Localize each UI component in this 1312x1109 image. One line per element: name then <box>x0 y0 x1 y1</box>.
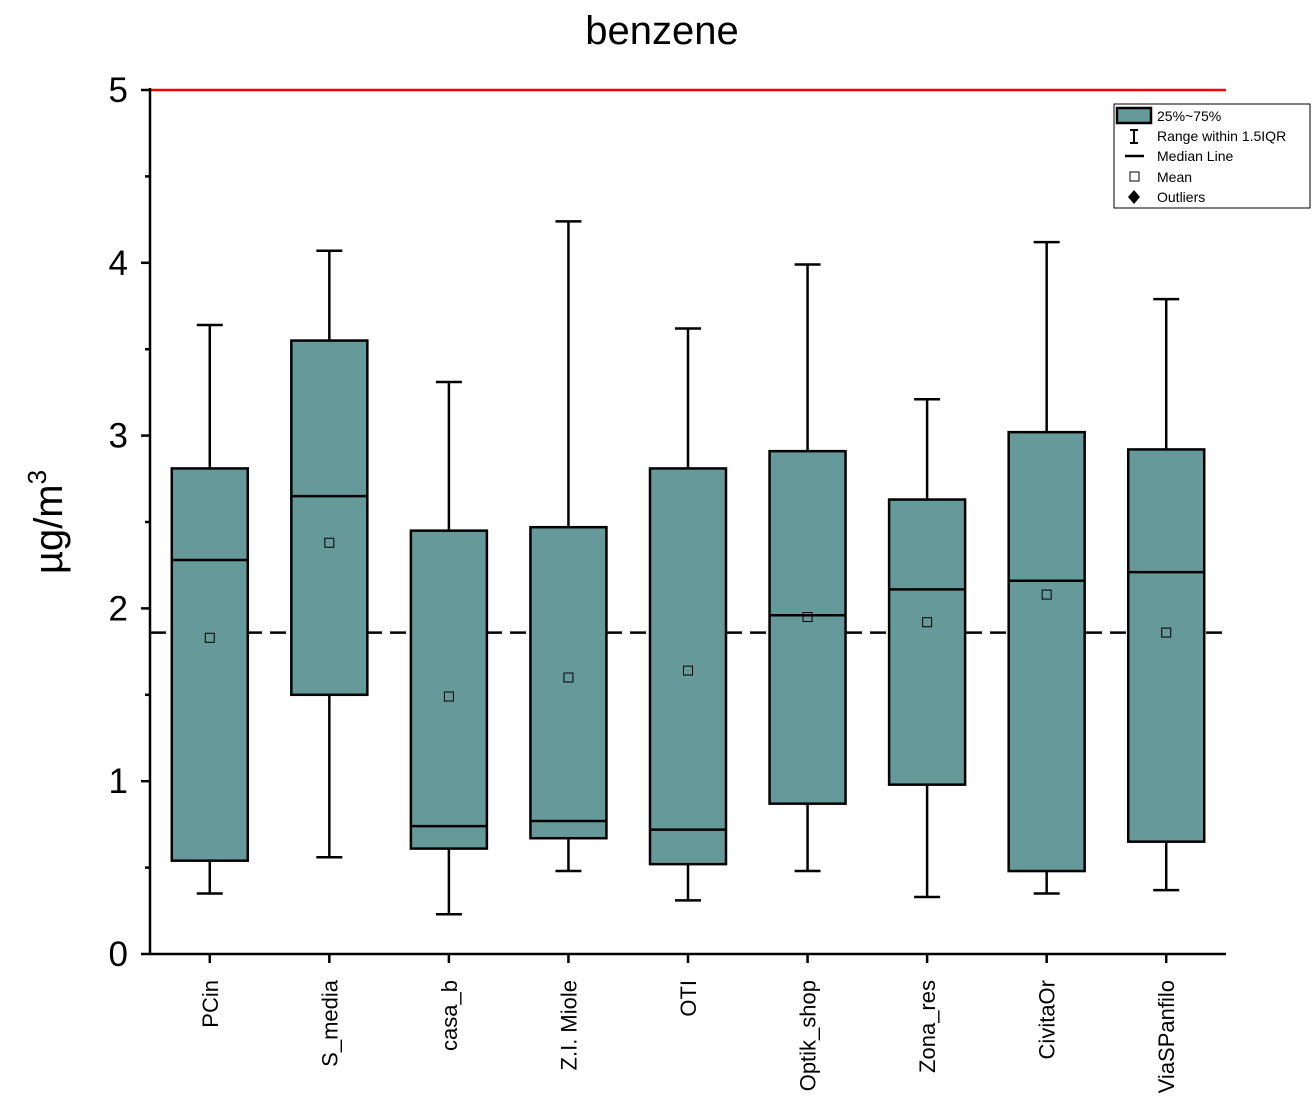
iqr-box <box>290 339 369 697</box>
y-tick-label: 5 <box>109 71 128 110</box>
box-s-media <box>290 249 369 859</box>
x-category-label: casa_b <box>437 980 462 1051</box>
box-viaspanfilo <box>1126 297 1206 892</box>
box-zona-res <box>887 398 967 899</box>
legend-outlier-label: Outliers <box>1157 189 1205 205</box>
chart-title: benzene <box>585 9 738 53</box>
x-category-label: CivitaOr <box>1035 980 1060 1059</box>
legend-mean-label: Mean <box>1157 169 1192 185</box>
y-tick-label: 2 <box>109 589 128 628</box>
y-tick-label: 0 <box>109 935 128 974</box>
x-category-label: PCin <box>198 980 223 1028</box>
y-axis-label-unit: µg/m <box>27 484 71 574</box>
box-civitaor <box>1007 240 1086 895</box>
legend: 25%~75% Range within 1.5IQR Median Line … <box>1113 103 1311 209</box>
legend-median-label: Median Line <box>1157 148 1233 164</box>
legend-whisker-label: Range within 1.5IQR <box>1157 128 1286 144</box>
x-category-label: S_media <box>317 979 342 1067</box>
mean-marker <box>802 612 813 623</box>
mean-marker <box>683 665 693 676</box>
y-axis-label: µg/m3 <box>22 470 71 574</box>
mean-marker <box>443 691 454 702</box>
x-category-label: Zona_res <box>915 980 940 1073</box>
iqr-box <box>887 498 967 786</box>
legend-box-label: 25%~75% <box>1157 108 1221 124</box>
y-tick-label: 4 <box>109 244 128 283</box>
x-category-label: Z.I. Miole <box>556 980 581 1070</box>
box-oti <box>648 327 728 902</box>
iqr-box <box>1007 430 1086 873</box>
mean-marker <box>1041 589 1052 600</box>
plot-area: 0 1 2 3 4 5 PCin S_media casa_b Z.I. Miole OTI Opti… <box>109 71 1226 1093</box>
mean-marker <box>204 632 215 643</box>
y-tick-label: 3 <box>109 417 128 456</box>
iqr-box <box>768 449 847 805</box>
x-category-label: ViaSPanfilo <box>1154 980 1179 1093</box>
x-category-label: OTI <box>676 980 701 1017</box>
box-pcin <box>170 323 250 895</box>
mean-marker <box>324 537 335 548</box>
legend-mean-symbol <box>1129 171 1140 182</box>
y-axis-label-exponent: 3 <box>22 470 52 484</box>
y-tick-label: 1 <box>109 762 128 801</box>
box-z-i-miole <box>529 220 608 873</box>
mean-marker <box>563 672 574 683</box>
legend-outlier-symbol <box>1128 190 1140 204</box>
mean-marker <box>1161 627 1172 638</box>
iqr-box <box>529 525 608 840</box>
legend-box-swatch <box>1115 106 1153 125</box>
iqr-box <box>170 467 250 862</box>
iqr-box <box>1126 448 1206 843</box>
legend-whisker-symbol <box>1130 129 1138 144</box>
iqr-box <box>409 529 489 850</box>
mean-marker <box>922 617 933 628</box>
box-optik-shop <box>768 263 847 873</box>
box-casa-b <box>409 380 489 916</box>
x-category-label: Optik_shop <box>796 980 821 1091</box>
